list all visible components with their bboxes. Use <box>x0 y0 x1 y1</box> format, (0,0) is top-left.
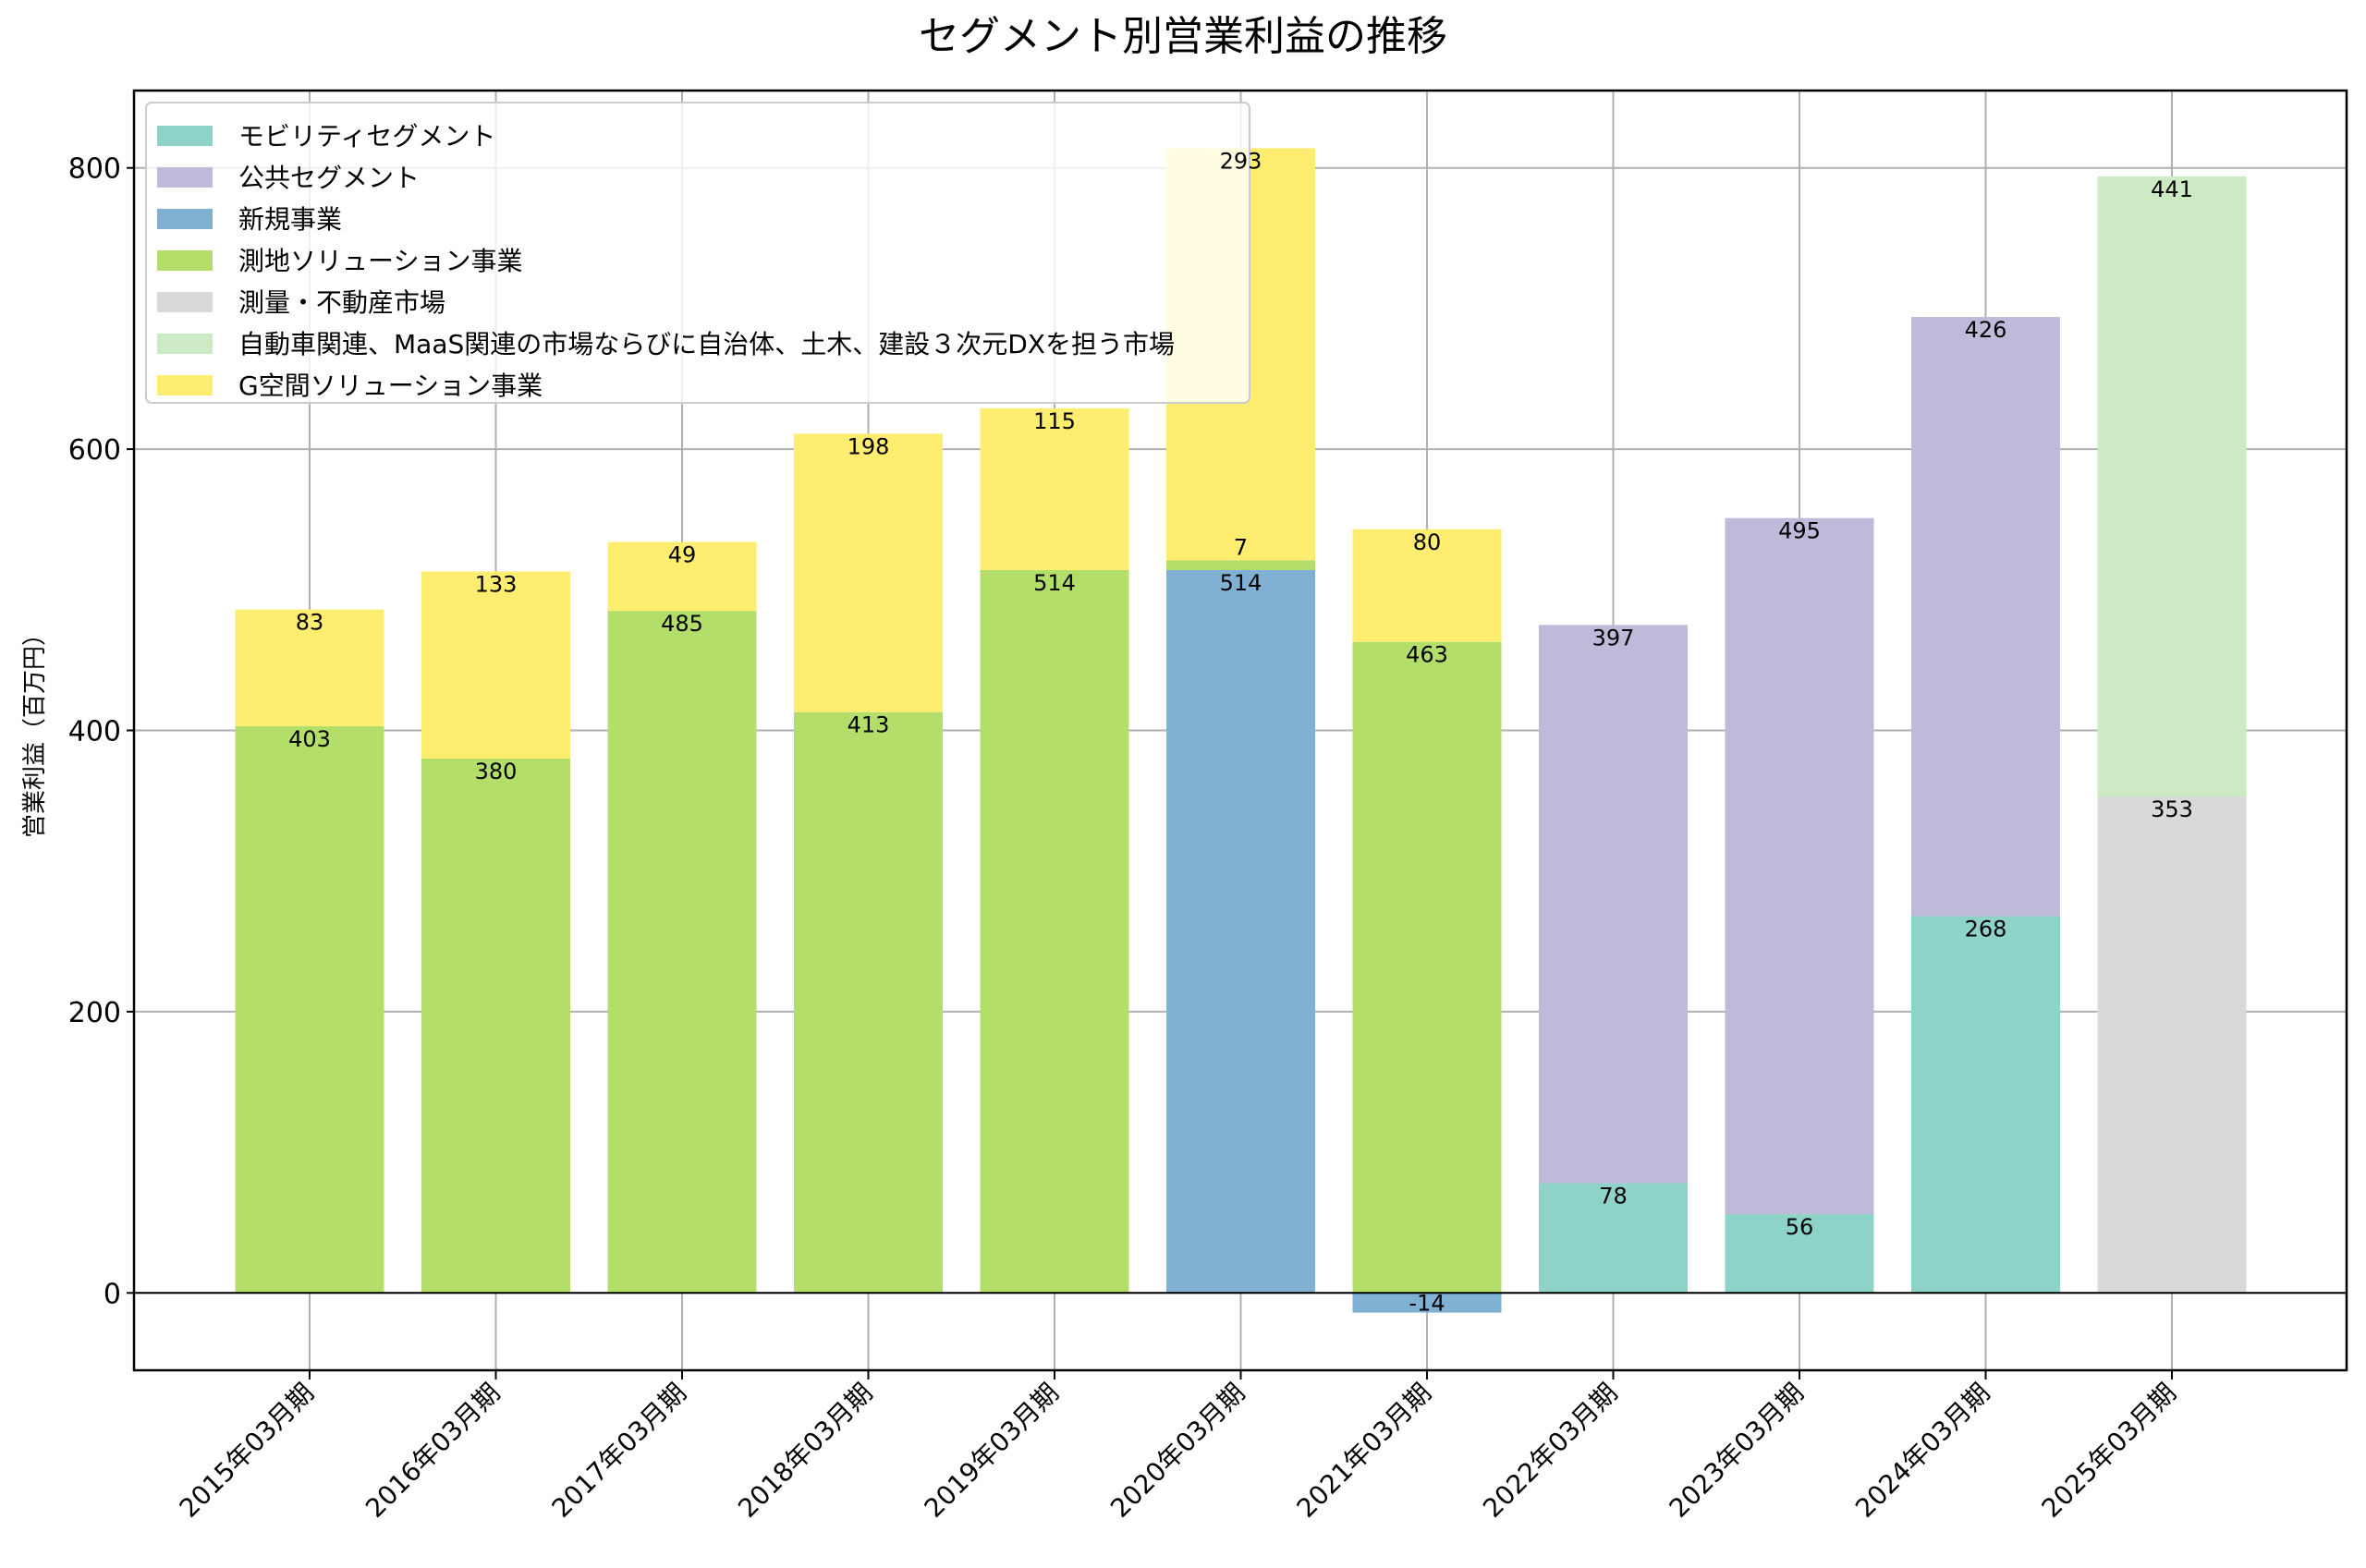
chart-title: セグメント別営業利益の推移 <box>919 13 1447 60</box>
legend-swatch <box>157 292 213 312</box>
x-tick-label: 2017年03月期 <box>546 1378 692 1524</box>
bars <box>235 148 2247 1313</box>
y-tick-label: 800 <box>68 153 121 186</box>
bar-segment <box>1725 517 1874 1215</box>
bar-segment <box>2097 796 2247 1294</box>
bar-segment <box>1539 1183 1688 1294</box>
bar-segment <box>607 611 757 1294</box>
legend-label: 測量・不動産市場 <box>238 287 445 318</box>
bar-segment <box>980 569 1129 1294</box>
bar-value-label: 83 <box>296 610 324 636</box>
bar-segment <box>1911 916 2060 1294</box>
legend-label: 公共セグメント <box>238 163 420 193</box>
bar-segment <box>1352 529 1502 642</box>
y-tick-label: 600 <box>68 434 121 467</box>
x-tick-label: 2024年03月期 <box>1849 1378 1995 1524</box>
bar-segment <box>235 609 384 726</box>
legend-box <box>145 102 1250 404</box>
bar-value-label: 80 <box>1413 529 1442 555</box>
bar-segment <box>1352 641 1502 1294</box>
x-tick-label: 2022年03月期 <box>1477 1378 1623 1524</box>
bar-segment <box>980 407 1129 570</box>
x-tick-label: 2020年03月期 <box>1104 1378 1250 1524</box>
y-tick-label: 400 <box>68 716 121 748</box>
bar-segment <box>1352 1293 1502 1313</box>
bar-value-label: 49 <box>668 542 697 568</box>
bar-segment <box>235 725 384 1294</box>
bar-value-label: 485 <box>661 611 703 637</box>
bar-value-label: 293 <box>1220 148 1262 174</box>
legend-swatch <box>157 167 213 188</box>
bar-value-label: 133 <box>475 572 518 598</box>
bar-value-label: 426 <box>1965 317 2007 343</box>
x-tick-label: 2018年03月期 <box>732 1378 878 1524</box>
bar-value-label: 463 <box>1406 642 1448 668</box>
legend-label: G空間ソリューション事業 <box>238 371 543 401</box>
bar-value-label: 7 <box>1234 534 1248 560</box>
legend-swatch <box>157 334 213 354</box>
bar-value-label: 380 <box>475 759 518 784</box>
bar-segment <box>421 758 570 1294</box>
bar-value-label: 403 <box>288 726 331 752</box>
x-tick-label: 2025年03月期 <box>2036 1378 2182 1524</box>
legend-label: モビリティセグメント <box>238 121 495 152</box>
legend: モビリティセグメント公共セグメント新規事業測地ソリューション事業測量・不動産市場… <box>145 102 1250 404</box>
bar-segment <box>421 571 570 759</box>
bar-segment <box>1166 560 1315 570</box>
bar-segment <box>1725 1214 1874 1294</box>
bar-value-label: 56 <box>1786 1214 1814 1240</box>
legend-label: 自動車関連、MaaS関連の市場ならびに自治体、土木、建設３次元DXを担う市場 <box>238 329 1175 359</box>
x-tick-label: 2019年03月期 <box>919 1378 1065 1524</box>
bar-value-label: 397 <box>1592 625 1635 650</box>
bar-value-label: 78 <box>1599 1184 1628 1209</box>
bar-value-label: 514 <box>1220 570 1262 596</box>
bar-value-labels: 78 56 268 397 495 426 514 -14 403 380 485 413 514 7 46… <box>288 148 2193 1316</box>
bar-segment <box>1166 569 1315 1294</box>
bar-value-label: 353 <box>2151 796 2193 822</box>
x-tick-label: 2023年03月期 <box>1664 1378 1810 1524</box>
bar-value-label: -14 <box>1409 1291 1445 1317</box>
bar-segment <box>1911 317 2060 917</box>
bar-value-label: 514 <box>1033 570 1076 596</box>
legend-swatch <box>157 209 213 229</box>
y-tick-label: 0 <box>104 1278 121 1310</box>
bar-segment <box>2097 176 2247 797</box>
y-axis-label: 営業利益（百万円） <box>21 622 49 838</box>
bar-value-label: 495 <box>1778 518 1821 544</box>
bar-segment <box>1539 625 1688 1184</box>
x-tick-label: 2021年03月期 <box>1291 1378 1437 1524</box>
bar-segment <box>607 541 757 612</box>
bar-value-label: 413 <box>848 712 890 738</box>
bar-value-label: 441 <box>2151 176 2193 202</box>
bar-segment <box>794 433 943 712</box>
bar-segment <box>794 711 943 1294</box>
x-tick-label: 2016年03月期 <box>360 1378 506 1524</box>
bar-value-label: 268 <box>1965 916 2007 942</box>
legend-swatch <box>157 126 213 146</box>
legend-label: 新規事業 <box>238 204 342 235</box>
legend-swatch <box>157 250 213 271</box>
x-tick-label: 2015年03月期 <box>174 1378 320 1524</box>
legend-label: 測地ソリューション事業 <box>238 246 522 276</box>
y-tick-label: 200 <box>68 997 121 1029</box>
legend-swatch <box>157 375 213 395</box>
bar-value-label: 198 <box>848 433 890 459</box>
bar-value-label: 115 <box>1033 408 1076 434</box>
